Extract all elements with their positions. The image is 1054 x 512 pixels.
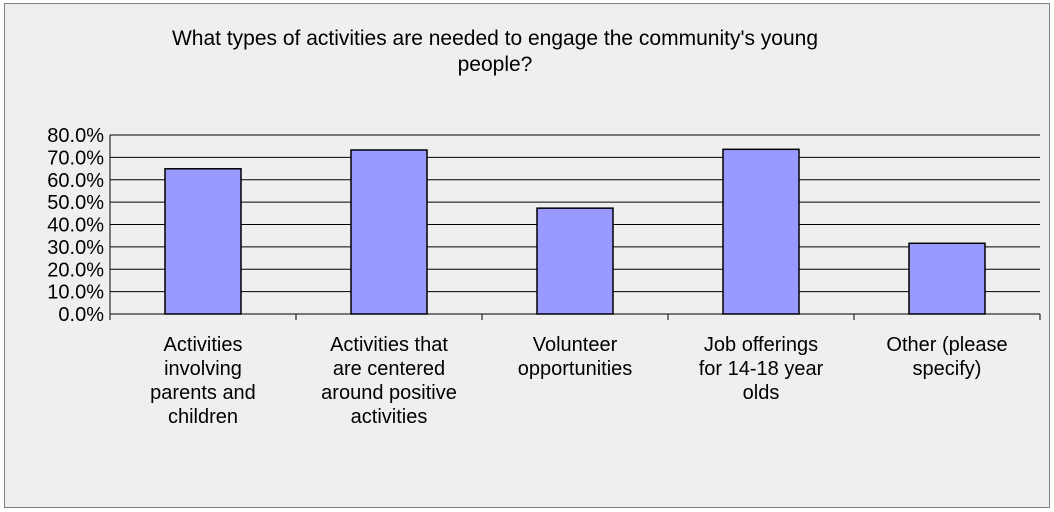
chart-title: What types of activities are needed to e… [171,27,819,76]
bar [536,207,614,315]
y-tick-label: 50.0% [47,192,104,214]
y-tick-label: 30.0% [47,237,104,259]
x-category-label: are centered [333,358,445,380]
x-category-label: for 14-18 year [699,358,824,380]
y-tick-label: 60.0% [47,170,104,192]
x-category-label: involving [164,358,242,380]
x-category-label: specify) [913,358,982,380]
y-tick-label: 80.0% [47,125,104,147]
x-category-label: activities [351,406,428,428]
x-category-label: Volunteer [533,334,618,356]
x-category-label: opportunities [518,358,633,380]
x-category-label: Job offerings [704,334,818,356]
x-category-label: parents and [150,382,256,404]
y-tick-label: 20.0% [47,259,104,281]
y-tick-label: 70.0% [47,147,104,169]
y-tick-label: 0.0% [58,304,104,326]
x-category-label: Activities [164,334,243,356]
bar [164,168,242,315]
x-category-label: Activities that [330,334,448,356]
y-tick-label: 40.0% [47,215,104,237]
bar [908,242,986,315]
x-category-label: around positive [321,382,457,404]
x-category-label: olds [743,382,780,404]
x-category-label: children [168,406,238,428]
x-category-label: Other (please [886,334,1007,356]
bar [722,148,800,315]
bar [350,149,428,315]
y-tick-label: 10.0% [47,282,104,304]
